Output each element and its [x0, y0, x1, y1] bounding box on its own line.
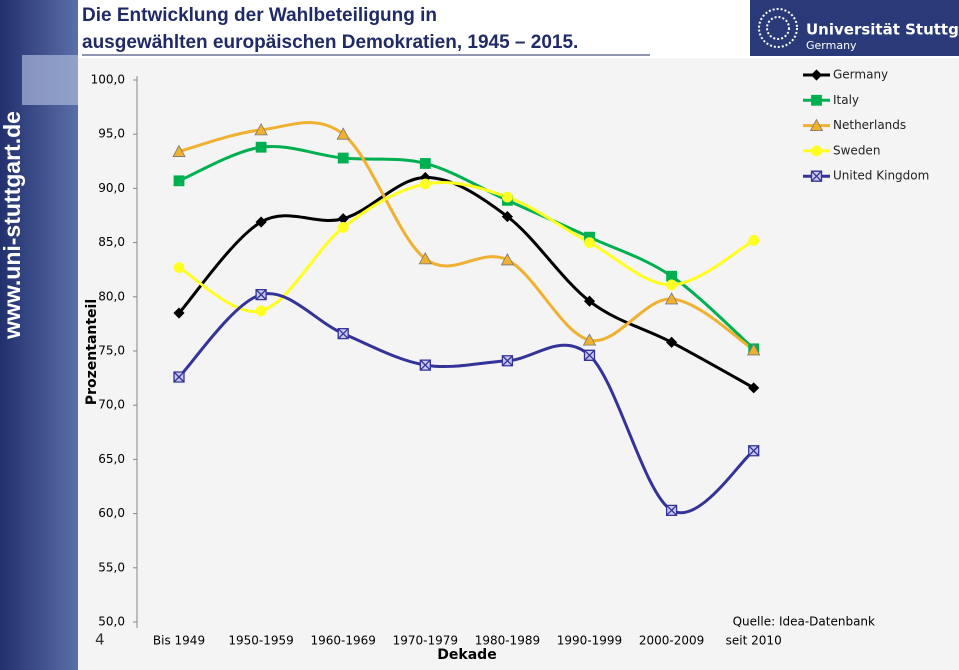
logo-name: Universität Stuttgart [806, 21, 959, 39]
legend-item: Germany [803, 68, 888, 82]
x-tick-label: Bis 1949 [153, 634, 205, 648]
marker [810, 170, 823, 182]
legend-label: Germany [833, 68, 888, 82]
x-tick-label: 1980-1989 [475, 634, 540, 648]
legend-item: Netherlands [803, 118, 906, 132]
y-tick-label: 80,0 [98, 289, 125, 303]
marker [666, 336, 678, 348]
marker [584, 237, 595, 249]
logo-country: Germany [806, 39, 857, 52]
marker [173, 262, 185, 273]
marker [336, 127, 350, 140]
marker [172, 144, 186, 157]
marker [583, 349, 596, 361]
marker [419, 359, 431, 371]
plot: 100,0 95,0 90,0 85,0 80,0 75,0 70,0 65,0 60,0 55,… [91, 68, 930, 648]
marker [501, 191, 513, 203]
x-tick-label: 1950-1959 [228, 634, 293, 648]
y-tick-label: 70,0 [98, 398, 125, 412]
marker [500, 253, 515, 266]
corner-graphic [22, 55, 78, 105]
marker [748, 382, 760, 394]
legend-item: Sweden [803, 143, 880, 157]
marker [582, 333, 597, 346]
legend-label: Netherlands [833, 118, 906, 132]
marker [811, 145, 822, 157]
x-axis-label: Dekade [437, 647, 496, 663]
marker [583, 295, 596, 307]
page-number: 4 [95, 631, 105, 649]
marker [811, 94, 822, 106]
sidebar [0, 0, 78, 670]
y-tick-label: 50,0 [98, 615, 125, 629]
marker [337, 152, 349, 164]
marker [173, 307, 185, 319]
marker [748, 445, 760, 457]
sidebar-url: www.uni-stuttgart.de [0, 111, 25, 340]
marker [337, 222, 349, 233]
logo-block [750, 0, 959, 56]
y-tick-label: 55,0 [98, 560, 125, 574]
x-tick-label: 1960-1969 [310, 634, 375, 648]
y-tick-label: 90,0 [98, 181, 125, 195]
marker [809, 118, 824, 131]
marker [501, 211, 513, 223]
legend-item: United Kingdom [803, 169, 929, 183]
x-tick-label: seit 2010 [726, 634, 782, 648]
y-tick-label: 65,0 [98, 452, 125, 466]
y-tick-label: 75,0 [98, 344, 125, 358]
y-tick-label: 100,0 [91, 73, 125, 87]
marker [664, 292, 679, 305]
series-line [178, 121, 755, 352]
marker [418, 252, 432, 265]
x-tick-label: 1970-1979 [393, 634, 458, 648]
marker [419, 178, 431, 190]
legend-label: Italy [833, 93, 859, 107]
y-axis-label: Prozentanteil [84, 299, 100, 405]
marker [255, 141, 267, 153]
marker [173, 371, 185, 383]
logo-emblem [766, 16, 790, 40]
marker [255, 216, 267, 228]
y-tick-label: 85,0 [98, 235, 125, 249]
marker [501, 355, 514, 367]
marker [254, 123, 268, 136]
marker [748, 235, 760, 246]
legend-label: United Kingdom [833, 169, 929, 183]
y-tick-label: 60,0 [98, 506, 125, 520]
marker [337, 328, 349, 340]
marker [173, 175, 185, 187]
title-line: Die Entwicklung der Wahlbeteiligung in [82, 5, 437, 26]
marker [666, 279, 677, 291]
title-line: ausgewählten europäischen Demokratien, 1… [82, 32, 578, 53]
legend-label: Sweden [833, 143, 880, 157]
marker [255, 288, 267, 301]
x-tick-label: 2000-2009 [639, 634, 704, 648]
y-tick-label: 95,0 [98, 127, 125, 141]
source-note: Quelle: Idea-Datenbank [733, 615, 875, 629]
marker [747, 343, 761, 356]
x-tick-label: 1990-1999 [557, 634, 622, 648]
marker [419, 158, 431, 169]
marker [665, 504, 678, 516]
legend: Germany Italy Netherlands Sweden United King… [803, 68, 929, 183]
marker [255, 305, 267, 317]
logo-emblem [758, 8, 798, 48]
marker [810, 69, 823, 81]
legend-item: Italy [803, 93, 859, 107]
